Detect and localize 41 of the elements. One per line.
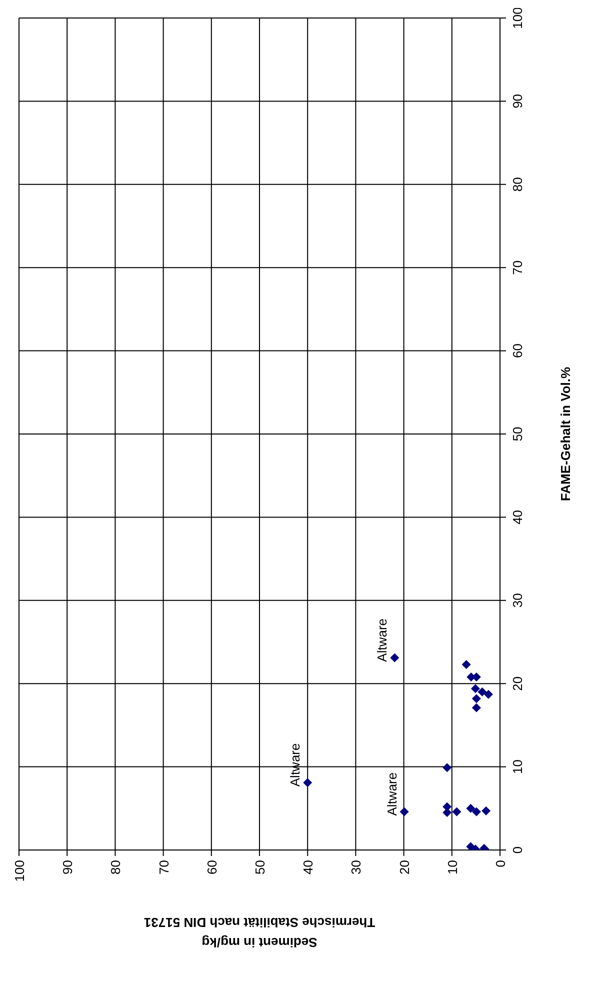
x-tick-label: 80 [108, 860, 124, 874]
x-tick-label: 60 [204, 860, 220, 874]
x-tick-label: 10 [444, 860, 460, 874]
y-tick-label: 50 [510, 426, 525, 442]
y-tick-label: 30 [510, 593, 525, 608]
y-tick-label: 70 [510, 260, 525, 275]
point [400, 807, 409, 816]
y-tick-label: 90 [510, 94, 525, 108]
point [390, 653, 400, 662]
point [466, 804, 476, 813]
x-tick-label: 100 [12, 860, 27, 882]
y-tick-label: 0 [510, 846, 525, 854]
y-tick-label: 100 [510, 7, 525, 29]
x-tick-label: 20 [396, 860, 412, 874]
point [484, 690, 493, 699]
point [482, 806, 491, 816]
point [303, 778, 312, 788]
point [478, 687, 487, 696]
x-tick-label: 70 [156, 860, 172, 874]
annotation: Altware [384, 772, 400, 816]
y-tick-label: 10 [510, 760, 525, 774]
x-tick-label: 50 [252, 860, 268, 874]
y-axis-title: FAME-Gehalt in Vol.% [558, 366, 573, 502]
point [442, 763, 452, 772]
annotation: Altware [374, 618, 390, 662]
x-tick-label: 0 [493, 860, 508, 868]
point [472, 807, 481, 816]
point [462, 660, 471, 669]
annotation: Altware [288, 743, 303, 787]
point [452, 807, 462, 816]
point [470, 684, 480, 694]
point [472, 703, 481, 712]
x-tick-label: 30 [348, 860, 364, 874]
x-axis-title: Sediment in mg/kg Thermische Stabilität nach DIN 51731 [144, 915, 376, 950]
y-tick-label: 20 [510, 676, 525, 691]
y-tick-label: 80 [510, 177, 525, 192]
x-tick-label: 90 [60, 860, 76, 874]
y-tick-label: 40 [510, 510, 525, 524]
y-tick-label: 60 [510, 344, 525, 358]
point [472, 694, 481, 704]
x-tick-label: 40 [300, 860, 316, 874]
